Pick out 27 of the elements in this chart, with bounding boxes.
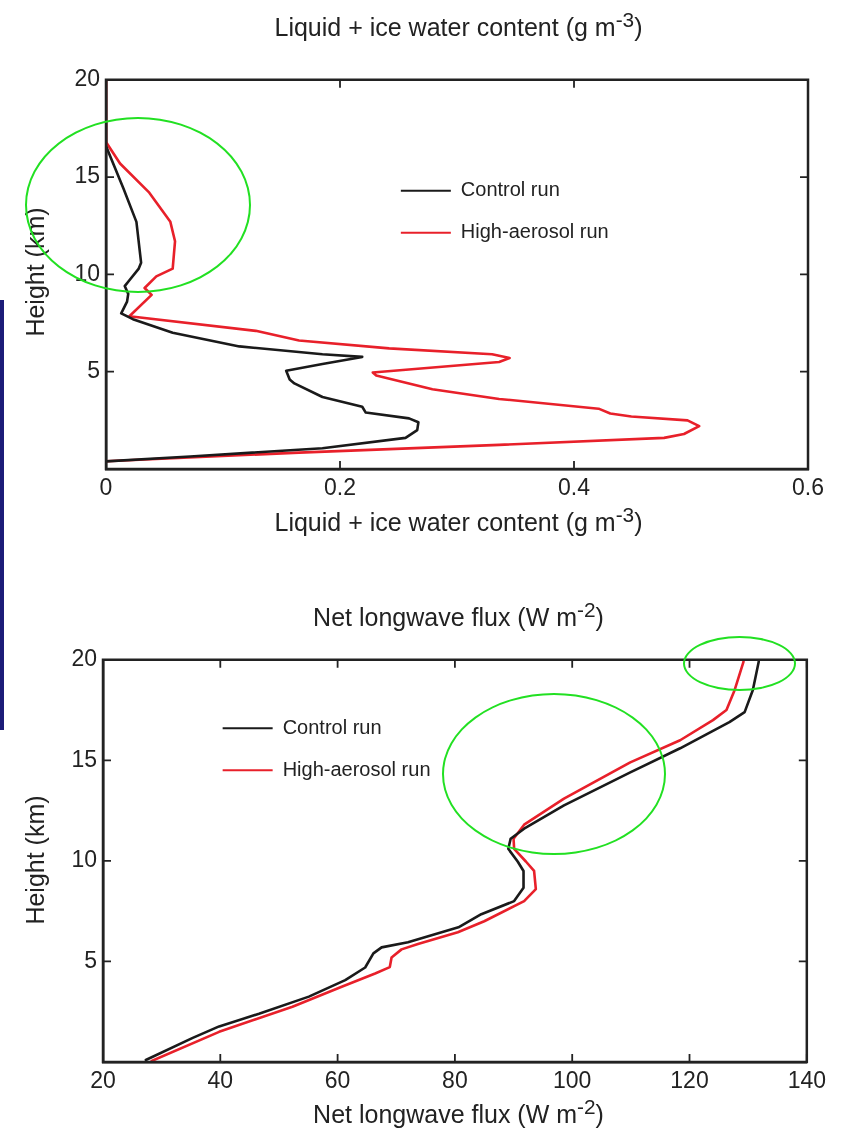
x-tick-label: 100 — [553, 1067, 592, 1094]
legend-label: Control run — [460, 178, 560, 201]
x-tick-label: 140 — [787, 1067, 826, 1094]
x-tick-label: 0.4 — [558, 474, 591, 501]
y-axis-title: Height (km) — [20, 795, 50, 925]
y-tick-label: 10 — [74, 259, 100, 286]
x-tick-label: 0 — [99, 474, 113, 501]
x-tick-label: 60 — [324, 1067, 351, 1094]
legend-label: Control run — [282, 715, 382, 738]
x-axis-title: Liquid + ice water content (g m$^{-3}$) — [274, 503, 643, 538]
chart-title: Net longwave flux (W m$^{-2}$) — [313, 598, 604, 633]
x-tick-label: 0.2 — [324, 474, 356, 501]
y-tick-label: 5 — [84, 946, 97, 973]
y-tick-label: 15 — [74, 162, 100, 189]
x-tick-label: 120 — [670, 1067, 709, 1094]
chart-title: Liquid + ice water content (g m$^{-3}$) — [274, 8, 643, 43]
y-tick-label: 20 — [74, 65, 100, 92]
y-tick-label: 15 — [71, 745, 97, 772]
y-tick-label: 5 — [87, 357, 100, 384]
y-tick-label: 10 — [71, 846, 97, 873]
x-tick-label: 80 — [442, 1067, 468, 1094]
x-tick-label: 40 — [207, 1067, 234, 1094]
x-tick-label: 0.6 — [792, 474, 825, 501]
legend-label: High-aerosol run — [282, 757, 431, 780]
x-axis-title: Net longwave flux (W m$^{-2}$) — [313, 1095, 604, 1130]
y-tick-label: 20 — [71, 645, 97, 672]
legend-label: High-aerosol run — [460, 220, 609, 243]
